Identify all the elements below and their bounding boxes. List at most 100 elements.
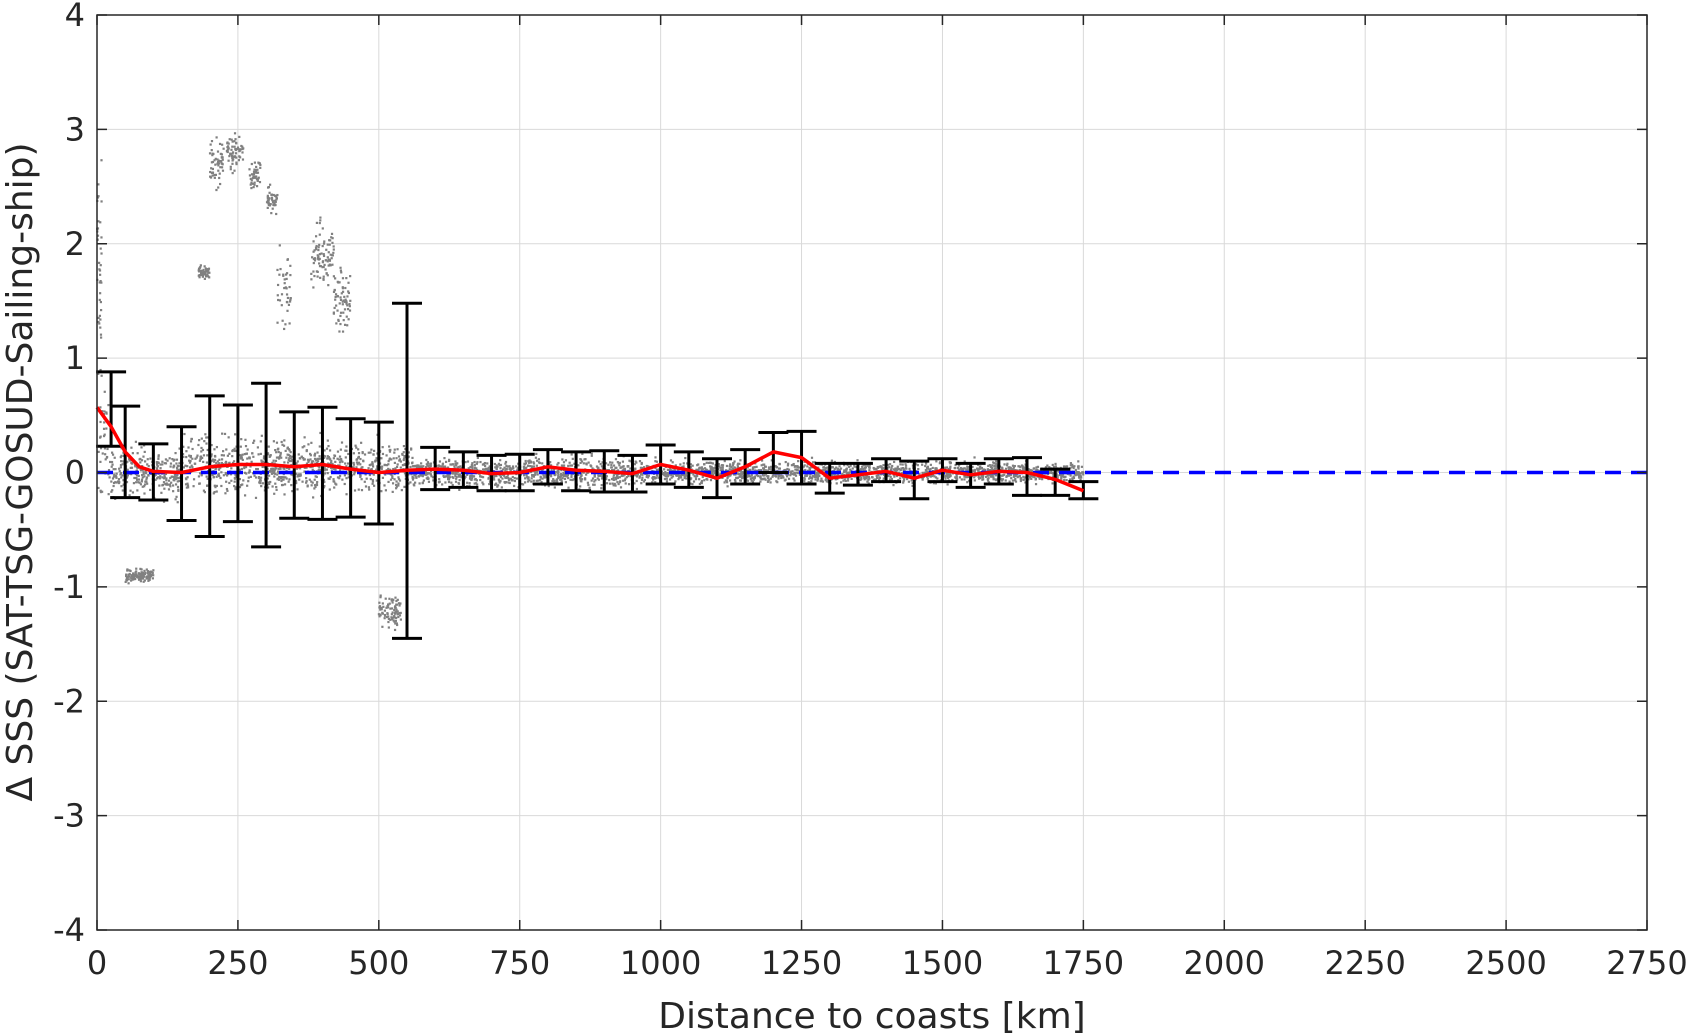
scatter-point — [626, 465, 629, 468]
scatter-point — [904, 464, 908, 467]
scatter-point — [476, 483, 479, 486]
scatter-point — [863, 478, 866, 481]
scatter-point — [191, 466, 194, 469]
scatter-point — [944, 466, 947, 469]
scatter-point — [130, 579, 133, 582]
scatter-point — [383, 484, 386, 487]
scatter-point — [156, 477, 159, 480]
scatter-point — [370, 468, 373, 471]
scatter-point — [234, 474, 237, 477]
scatter-point — [512, 467, 515, 470]
scatter-point — [276, 470, 280, 473]
scatter-point — [225, 448, 228, 451]
scatter-point — [129, 489, 132, 492]
scatter-point — [723, 459, 726, 463]
scatter-point — [480, 475, 483, 478]
scatter-point — [763, 474, 766, 477]
scatter-point — [752, 478, 755, 481]
mean-curve — [95, 406, 1085, 493]
scatter-point — [138, 575, 142, 578]
scatter-point — [97, 316, 100, 319]
scatter-point — [440, 465, 443, 468]
scatter-point — [334, 293, 338, 296]
scatter-point — [199, 455, 203, 458]
scatter-point — [413, 484, 416, 487]
scatter-point — [182, 445, 185, 448]
scatter-point — [764, 478, 767, 481]
scatter-point — [1069, 467, 1072, 470]
scatter-point — [710, 467, 713, 470]
scatter-point — [396, 598, 399, 601]
scatter-point — [437, 464, 440, 467]
scatter-point — [817, 471, 820, 474]
scatter-point — [210, 167, 213, 170]
scatter-point — [333, 467, 336, 471]
scatter-point — [215, 462, 218, 465]
scatter-point — [379, 613, 382, 616]
scatter-point — [411, 475, 414, 478]
scatter-point — [536, 473, 539, 476]
scatter-point — [786, 467, 789, 471]
scatter-point — [395, 457, 398, 460]
scatter-point — [221, 143, 224, 146]
scatter-point — [921, 478, 924, 481]
scatter-point — [567, 464, 570, 467]
scatter-point — [597, 460, 601, 463]
scatter-point — [471, 462, 474, 465]
scatter-point — [464, 460, 467, 464]
scatter-point — [107, 403, 110, 407]
scatter-point — [178, 479, 181, 483]
scatter-point — [550, 468, 553, 472]
scatter-point — [599, 462, 602, 466]
scatter-point — [499, 467, 502, 470]
scatter-point — [266, 453, 270, 456]
scatter-point — [898, 471, 901, 474]
scatter-point — [346, 295, 349, 298]
scatter-point — [595, 465, 599, 468]
scatter-point — [470, 478, 473, 481]
scatter-point — [163, 487, 166, 490]
scatter-point — [530, 480, 533, 483]
scatter-point — [273, 475, 276, 478]
scatter-point — [206, 436, 209, 439]
scatter-point — [610, 469, 614, 472]
scatter-point — [112, 468, 115, 471]
scatter-point — [296, 460, 299, 463]
scatter-point — [380, 490, 383, 493]
scatter-point — [830, 473, 833, 477]
scatter-point — [277, 467, 280, 470]
scatter-point — [619, 486, 623, 489]
scatter-point — [476, 456, 479, 460]
scatter-point — [1022, 475, 1025, 478]
scatter-point — [402, 458, 405, 462]
scatter-point — [1058, 473, 1061, 477]
scatter-point — [875, 474, 878, 478]
scatter-point — [994, 478, 997, 481]
scatter-point — [967, 479, 971, 482]
scatter-point — [318, 253, 321, 256]
scatter-point — [944, 475, 947, 478]
scatter-point — [98, 261, 101, 264]
scatter-point — [103, 410, 106, 413]
scatter-point — [379, 594, 382, 597]
scatter-point — [210, 149, 213, 152]
scatter-point — [312, 286, 315, 289]
scatter-point — [381, 446, 384, 449]
scatter-point — [751, 480, 755, 484]
scatter-point — [562, 473, 566, 477]
scatter-point — [228, 452, 231, 455]
scatter-point — [215, 445, 219, 449]
scatter-point — [629, 467, 632, 470]
scatter-point — [387, 617, 390, 620]
scatter-point — [218, 160, 222, 163]
scatter-point — [835, 466, 838, 469]
scatter-point — [429, 470, 433, 473]
scatter-point — [577, 464, 580, 467]
scatter-point — [428, 472, 431, 475]
scatter-point — [1080, 465, 1084, 468]
scatter-point — [165, 479, 168, 482]
scatter-point — [111, 463, 114, 466]
scatter-point — [111, 477, 115, 480]
scatter-point — [235, 161, 238, 164]
scatter-point — [273, 202, 276, 205]
